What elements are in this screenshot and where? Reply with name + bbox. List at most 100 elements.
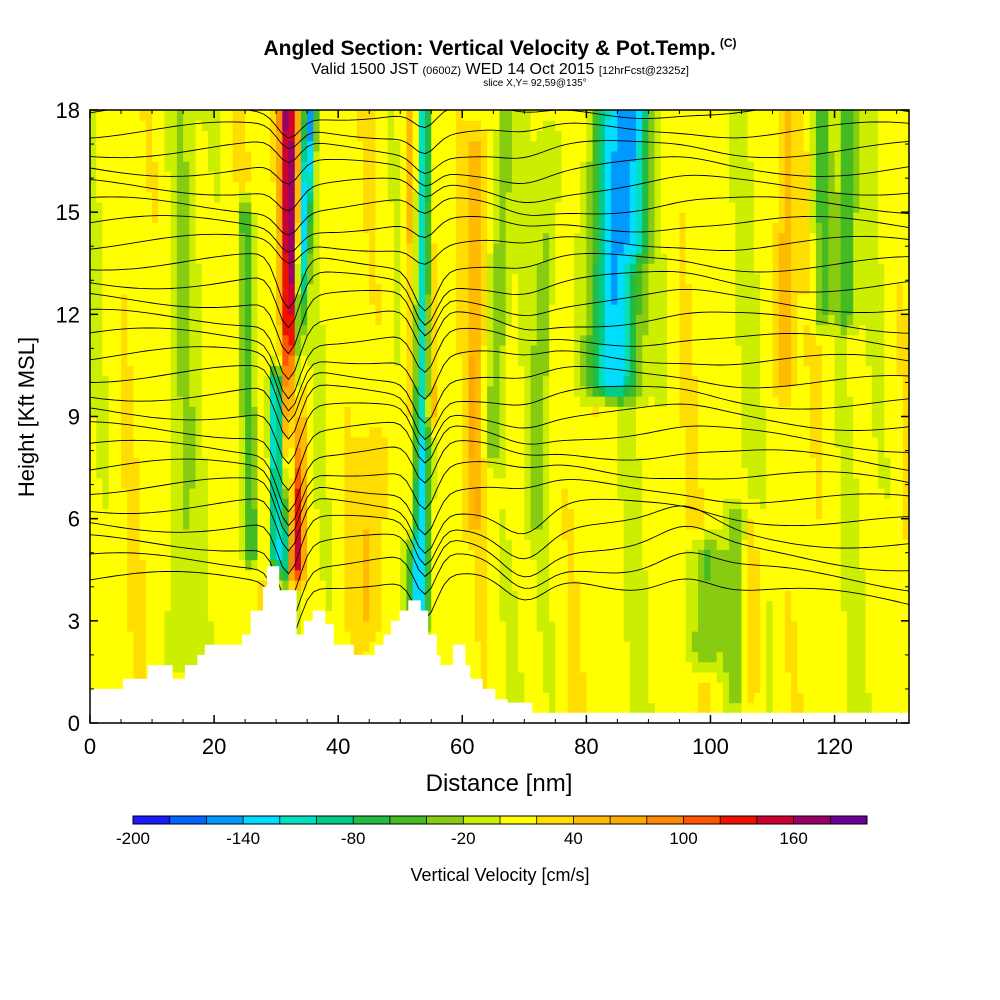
field-cell <box>356 518 364 530</box>
field-cell <box>201 273 209 285</box>
field-cell <box>96 375 103 387</box>
field-cell <box>406 385 414 397</box>
field-cell <box>226 539 234 550</box>
field-cell <box>437 150 445 162</box>
field-cell <box>220 283 228 295</box>
field-cell <box>598 232 606 244</box>
field-cell <box>369 334 376 346</box>
field-cell <box>487 324 494 336</box>
field-cell <box>412 283 420 295</box>
field-cell <box>294 212 302 223</box>
field-cell <box>536 140 544 152</box>
field-cell <box>276 130 283 142</box>
field-cell <box>567 610 575 622</box>
field-cell <box>363 355 370 367</box>
field-cell <box>443 304 451 315</box>
field-cell <box>350 631 358 642</box>
field-cell <box>474 416 482 428</box>
field-cell <box>375 518 383 530</box>
field-cell <box>456 304 463 315</box>
field-cell <box>325 110 333 121</box>
field-cell <box>183 171 190 183</box>
field-cell <box>487 600 494 612</box>
field-cell <box>387 232 395 244</box>
field-cell <box>133 181 141 193</box>
field-cell <box>524 610 532 622</box>
field-cell <box>437 324 445 336</box>
field-cell <box>214 375 221 387</box>
field-cell <box>294 518 302 530</box>
field-cell <box>207 273 215 285</box>
field-cell <box>152 620 159 632</box>
field-cell <box>108 344 116 356</box>
field-cell <box>542 631 550 642</box>
field-cell <box>300 201 308 213</box>
field-cell <box>152 324 159 336</box>
field-cell <box>437 631 445 642</box>
field-cell <box>238 569 246 581</box>
field-cell <box>288 375 296 387</box>
field-cell <box>313 181 321 193</box>
field-cell <box>474 222 482 234</box>
field-cell <box>555 181 563 193</box>
field-cell <box>518 661 525 673</box>
field-cell <box>350 324 358 336</box>
field-cell <box>176 436 184 448</box>
field-cell <box>363 304 370 315</box>
field-cell <box>474 600 482 612</box>
field-cell <box>220 467 228 479</box>
field-cell <box>307 426 314 438</box>
field-cell <box>325 232 333 244</box>
field-cell <box>152 293 159 305</box>
field-cell <box>90 477 97 489</box>
field-cell <box>474 140 482 152</box>
field-cell <box>350 579 358 591</box>
field-cell <box>139 150 147 162</box>
field-cell <box>152 365 159 377</box>
field-cell <box>176 263 184 275</box>
field-cell <box>468 273 476 285</box>
field-cell <box>530 457 538 469</box>
field-cell <box>511 110 519 121</box>
field-cell <box>499 651 507 663</box>
field-cell <box>555 344 563 356</box>
field-cell <box>350 263 358 275</box>
field-cell <box>325 447 333 458</box>
field-cell <box>524 590 532 601</box>
field-cell <box>90 426 97 438</box>
field-cell <box>108 651 116 663</box>
field-cell <box>269 161 277 172</box>
field-cell <box>381 457 389 469</box>
field-cell <box>139 120 147 132</box>
field-cell <box>201 130 209 142</box>
field-cell <box>443 314 451 326</box>
field-cell <box>121 579 128 591</box>
field-cell <box>536 375 544 387</box>
field-cell <box>369 426 376 438</box>
field-cell <box>319 283 327 295</box>
field-cell <box>592 232 600 244</box>
field-cell <box>462 518 470 530</box>
field-cell <box>394 283 401 295</box>
field-cell <box>313 579 321 591</box>
field-cell <box>530 344 538 356</box>
field-cell <box>462 651 470 663</box>
field-cell <box>418 436 426 448</box>
field-cell <box>176 355 184 367</box>
field-cell <box>307 263 314 275</box>
field-cell <box>220 273 228 285</box>
field-cell <box>480 549 488 561</box>
field-cell <box>363 396 370 407</box>
field-cell <box>319 181 327 193</box>
field-cell <box>437 232 445 244</box>
field-cell <box>511 559 519 571</box>
field-cell <box>549 130 556 142</box>
field-cell <box>158 263 166 275</box>
field-cell <box>468 661 476 673</box>
field-cell <box>276 212 283 223</box>
field-cell <box>226 344 234 356</box>
field-cell <box>437 161 445 172</box>
field-cell <box>598 191 606 203</box>
field-cell <box>449 324 457 336</box>
field-cell <box>369 610 376 622</box>
